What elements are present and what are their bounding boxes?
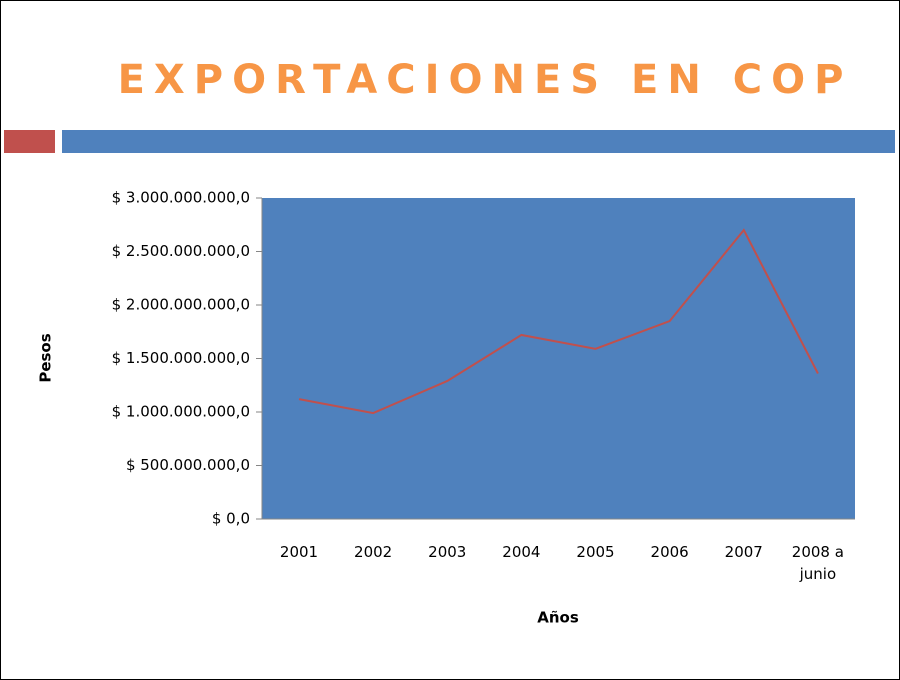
y-tick-label: $ 3.000.000.000,0 [112,189,250,207]
y-axis-title: Pesos [37,333,55,382]
y-tick-label: $ 2.000.000.000,0 [112,296,250,314]
accent-bar [62,130,895,153]
slide-title: EXPORTACIONES EN COP [118,57,853,103]
plot-area [262,198,855,519]
x-tick-label: 2001 [279,543,319,561]
y-tick-label: $ 1.000.000.000,0 [112,403,250,421]
x-tick-label: 2004 [502,543,541,561]
x-tick-label: 2007 [724,543,763,561]
x-tick-label: 2002 [354,543,393,561]
accent-bar [4,130,55,153]
line-series [298,228,819,415]
x-axis-title: Años [537,609,579,627]
y-tick-label: $ 500.000.000,0 [126,456,250,474]
x-tick-label: 2008 a junio [791,543,844,583]
y-tick-label: $ 0,0 [212,510,250,528]
x-tick-label: 2003 [428,543,467,561]
y-tick-label: $ 1.500.000.000,0 [112,349,250,367]
x-tick-label: 2006 [650,543,689,561]
y-tick-label: $ 2.500.000.000,0 [112,242,250,260]
x-tick-label: 2005 [576,543,615,561]
